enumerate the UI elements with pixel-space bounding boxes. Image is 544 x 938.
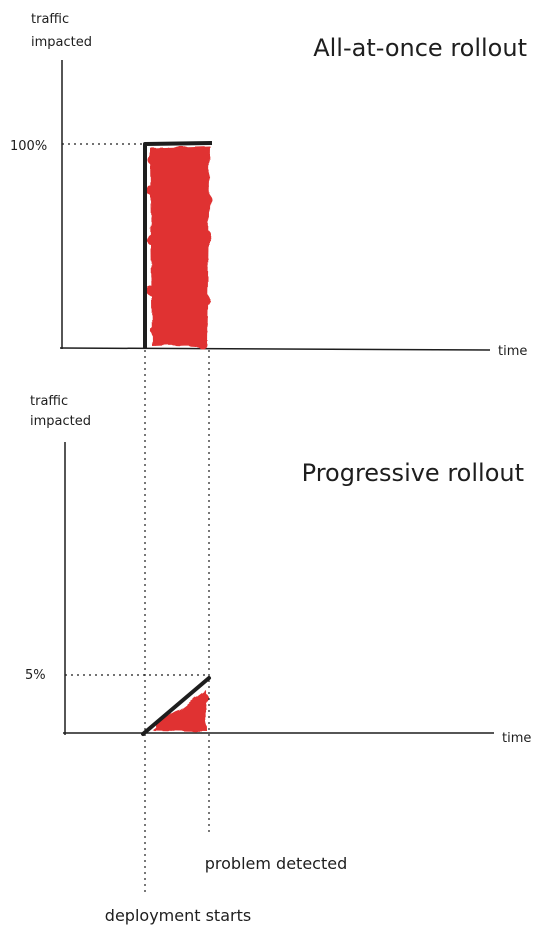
bottom-chart-title: Progressive rollout [302,459,524,487]
bottom-impact-area [152,690,209,731]
top-chart-title: All-at-once rollout [313,34,527,62]
problem-detected-label: problem detected [205,854,347,873]
bottom-level-label: 5% [25,668,46,683]
top-chart: traffic impacted All-at-once rollout tim… [10,12,527,359]
top-y-axis-label-line1: traffic [31,12,69,27]
top-impact-area [145,146,213,350]
top-x-axis [59,347,491,351]
bottom-chart: traffic impacted Progressive rollout tim… [25,394,531,746]
top-level-label: 100% [10,139,47,154]
bottom-ramp-line [141,676,211,736]
top-y-axis-label-line2: impacted [31,35,92,50]
top-step-line [143,141,213,348]
deployment-starts-label: deployment starts [105,906,251,925]
top-x-axis-label: time [498,344,527,359]
bottom-x-axis-label: time [502,731,531,746]
bottom-y-axis-label-line1: traffic [30,394,68,409]
bottom-y-axis-label-line2: impacted [30,414,91,429]
